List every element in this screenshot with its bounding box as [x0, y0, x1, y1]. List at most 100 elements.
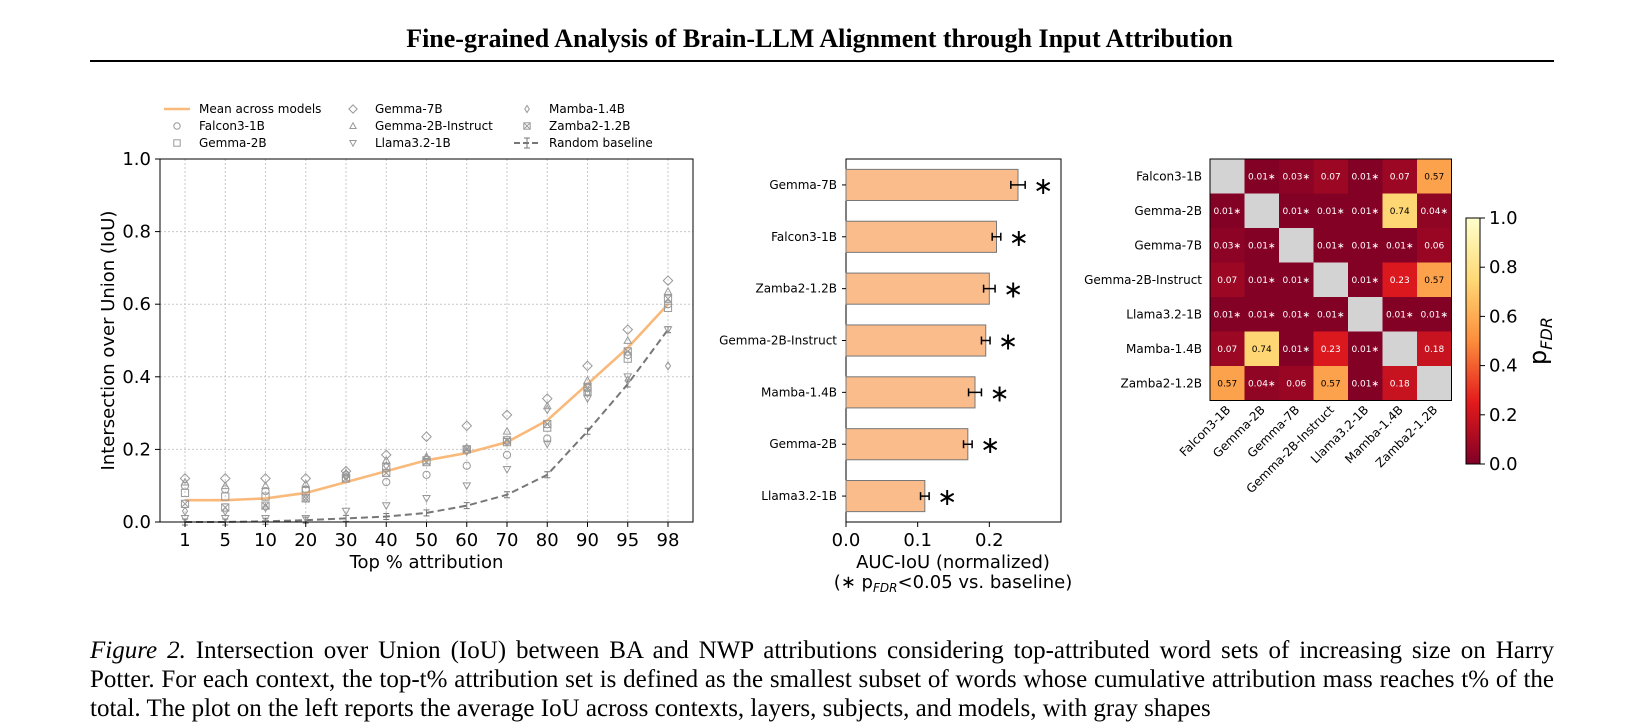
legend-entry: Llama3.2-1B — [348, 136, 451, 150]
heatmap-cell — [1244, 262, 1279, 297]
heatmap-cell-label: 0.01∗ — [1282, 345, 1310, 355]
bar-errorbar — [962, 440, 973, 449]
heatmap-cell — [1210, 262, 1245, 297]
x-tick-label: 10 — [254, 530, 277, 551]
caption-text: Intersection over Union (IoU) between BA… — [90, 637, 1554, 722]
heatmap-cell — [1382, 297, 1417, 332]
legend-marker-box — [523, 122, 531, 130]
note-part: (∗ p — [834, 572, 873, 593]
legend-marker — [348, 104, 358, 114]
heatmap-cell-label: 0.01∗ — [1317, 207, 1345, 217]
colorbar — [1465, 217, 1481, 465]
heatmap-row-label: Llama3.2-1B — [1126, 307, 1202, 321]
marker-gemma-2b-instruct — [422, 452, 431, 461]
x-tick-label: 0.0 — [832, 530, 861, 551]
legend-label: Random baseline — [549, 136, 653, 150]
heatmap-cell-label: 0.18 — [1424, 345, 1444, 355]
figure-2: 1 5 10 20 30 40 50 60 70 80 90 95 98 0.0 0.2 0.4 0.6 0.8 1… — [98, 102, 1556, 595]
heatmap-cell — [1313, 366, 1348, 401]
heatmap-cell-label: 0.06 — [1286, 379, 1306, 389]
heatmap-cell-label: 0.01∗ — [1282, 276, 1310, 286]
heatmap-cell — [1348, 228, 1383, 263]
title-rule — [90, 60, 1554, 62]
marker-falcon3-1b — [261, 487, 270, 496]
marker-zamba2-1-2b-box — [583, 383, 592, 392]
marker-zamba2-1-2b — [341, 474, 351, 483]
heatmap-cell — [1382, 366, 1417, 401]
heatmap-cell-label: 0.07 — [1390, 172, 1410, 182]
heatmap-cell — [1313, 193, 1348, 228]
x-tick-label: 90 — [576, 530, 599, 551]
heatmap-cell-label: 0.07 — [1217, 276, 1237, 286]
note-tail: <0.05 vs. baseline) — [897, 572, 1072, 593]
heatmap-cell — [1279, 297, 1314, 332]
heatmap-frame — [1209, 158, 1452, 401]
bar-category-label: Falcon3-1B — [771, 230, 837, 244]
y-tick-label: 0.6 — [122, 294, 151, 315]
y-tick-label: 1.0 — [122, 149, 151, 170]
heatmap-cell-label: 0.57 — [1217, 379, 1237, 389]
x-tick-label: 80 — [536, 530, 559, 551]
legend-entry: Mean across models — [164, 102, 321, 116]
colorbar-tick-label: 1.0 — [1489, 208, 1518, 229]
heatmap-row-label: Gemma-7B — [1134, 238, 1202, 252]
marker-llama3-2-1b — [623, 373, 633, 382]
heatmap-col-label: Zamba2-1.2B — [1373, 403, 1441, 471]
legend-entry: Falcon3-1B — [173, 119, 265, 133]
marker-gemma-2b — [261, 492, 270, 501]
marker-llama3-2-1b — [583, 395, 592, 404]
heatmap-cell-label: 0.01∗ — [1351, 207, 1379, 217]
heatmap-cell-label: 0.04∗ — [1420, 207, 1448, 217]
random-baseline-errorbar — [383, 513, 390, 521]
marker-falcon3-1b — [543, 434, 552, 443]
marker-zamba2-1-2b-cross — [181, 499, 189, 508]
marker-llama3-2-1b — [422, 495, 431, 504]
page-title: Fine-grained Analysis of Brain-LLM Align… — [406, 24, 1233, 53]
heatmap-cell-label: 0.23 — [1321, 345, 1341, 355]
significance-star: ∗ — [1009, 224, 1029, 252]
x-tick-label: 0.2 — [975, 530, 1004, 551]
marker-gemma-2b-instruct — [583, 375, 592, 384]
heatmap-cell — [1210, 366, 1245, 401]
marker-falcon3-1b — [382, 477, 391, 487]
y-tick-label: 0.2 — [122, 439, 151, 460]
bar-errorbar — [919, 492, 930, 501]
heatmap-cell — [1313, 297, 1348, 332]
bar — [845, 272, 990, 305]
heatmap-diagonal-cell — [1210, 159, 1245, 194]
x-tick-label: 40 — [375, 530, 398, 551]
heatmap-cell — [1382, 193, 1417, 228]
heatmap-cell — [1279, 366, 1314, 401]
heatmap-cell-label: 0.01∗ — [1248, 310, 1276, 320]
heatmap-cell — [1417, 228, 1452, 263]
colorbar-tick-label: 0.8 — [1489, 257, 1518, 278]
y-tick-label: 0.4 — [122, 367, 151, 388]
heatmap-cell-label: 0.01∗ — [1282, 310, 1310, 320]
random-baseline-errorbar — [544, 471, 551, 479]
marker-llama3-2-1b — [542, 440, 552, 449]
marker-gemma-7b — [501, 409, 513, 421]
marker-gemma-2b-instruct — [180, 477, 190, 486]
heatmap-cell-label: 0.07 — [1321, 172, 1341, 182]
heatmap-cell — [1417, 193, 1452, 228]
heatmap-cell-label: 0.01∗ — [1351, 345, 1379, 355]
marker-zamba2-1-2b-box — [221, 503, 230, 512]
marker-gemma-2b-instruct — [261, 481, 270, 490]
heatmap-cell — [1244, 297, 1279, 332]
heatmap-cell — [1417, 262, 1452, 297]
bar-errorbar — [991, 232, 1002, 241]
legend-marker — [348, 121, 358, 130]
significance-star: ∗ — [980, 431, 1000, 459]
marker-mamba-1-4b — [262, 502, 269, 513]
marker-llama3-2-1b — [261, 514, 270, 523]
heatmap-cell-label: 0.01∗ — [1351, 172, 1379, 182]
heatmap-cell-label: 0.01∗ — [1282, 207, 1310, 217]
marker-gemma-2b — [180, 488, 190, 498]
marker-zamba2-1-2b — [382, 468, 391, 478]
heatmap-row-label: Falcon3-1B — [1136, 169, 1202, 183]
heatmap-cell-label: 0.01∗ — [1386, 241, 1414, 251]
heatmap-cell — [1313, 331, 1348, 366]
legend-entry: Zamba2-1.2B — [523, 119, 631, 133]
marker-llama3-2-1b — [381, 502, 391, 511]
colorbar-tick-label: 0.2 — [1489, 405, 1518, 426]
